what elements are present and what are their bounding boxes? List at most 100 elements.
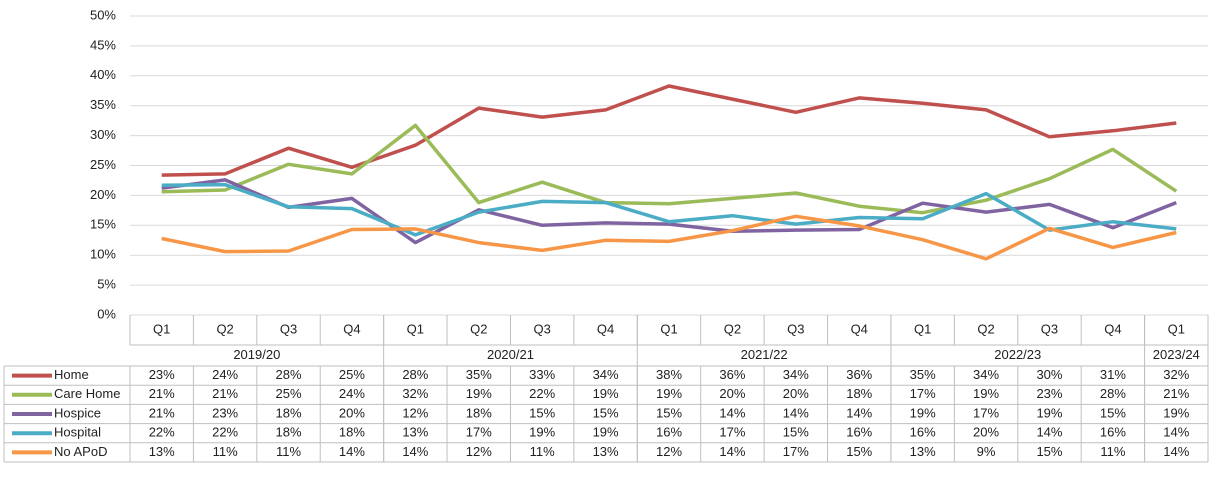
table-value: 35%	[466, 367, 492, 382]
x-tick-label: Q4	[597, 321, 614, 336]
table-value: 18%	[846, 386, 872, 401]
table-value: 17%	[910, 386, 936, 401]
group-label: 2019/20	[233, 347, 280, 362]
table-value: 9%	[977, 444, 996, 459]
table-value: 12%	[402, 405, 428, 420]
table-value: 38%	[656, 367, 682, 382]
y-tick-label: 15%	[90, 217, 116, 232]
table-value: 34%	[973, 367, 999, 382]
x-tick-label: Q4	[851, 321, 868, 336]
table-value: 36%	[719, 367, 745, 382]
table-value: 15%	[656, 405, 682, 420]
table-value: 15%	[846, 444, 872, 459]
table-value: 14%	[719, 405, 745, 420]
x-tick-label: Q1	[914, 321, 931, 336]
y-tick-label: 10%	[90, 247, 116, 262]
table-value: 15%	[1100, 405, 1126, 420]
table-value: 11%	[213, 444, 238, 459]
x-tick-label: Q4	[1104, 321, 1121, 336]
line-series	[161, 123, 1178, 215]
legend-label: Hospice	[54, 405, 101, 420]
table-value: 14%	[1036, 425, 1062, 440]
table-value: 19%	[593, 386, 619, 401]
table-value: 16%	[846, 425, 872, 440]
table-value: 36%	[846, 367, 872, 382]
table-value: 20%	[973, 425, 999, 440]
table-value: 21%	[149, 405, 175, 420]
y-tick-label: 50%	[90, 7, 116, 22]
x-tick-label: Q2	[724, 321, 741, 336]
table-value: 17%	[719, 425, 745, 440]
table-value: 13%	[910, 444, 936, 459]
table-value: 11%	[530, 444, 555, 459]
line-series	[161, 178, 1177, 245]
table-value: 19%	[910, 405, 936, 420]
table-value: 14%	[846, 405, 872, 420]
table-value: 14%	[402, 444, 428, 459]
y-tick-label: 30%	[90, 127, 116, 142]
y-tick-label: 25%	[90, 157, 116, 172]
x-tick-label: Q3	[1041, 321, 1058, 336]
y-tick-label: 35%	[90, 97, 116, 112]
table-value: 13%	[402, 425, 428, 440]
table-value: 14%	[783, 405, 809, 420]
table-value: 15%	[783, 425, 809, 440]
legend-label: No APoD	[54, 444, 107, 459]
table-value: 20%	[719, 386, 745, 401]
table-value: 34%	[783, 367, 809, 382]
group-label: 2020/21	[487, 347, 534, 362]
table-value: 18%	[339, 425, 365, 440]
table-value: 12%	[466, 444, 492, 459]
table-value: 19%	[973, 386, 999, 401]
table-value: 17%	[466, 425, 492, 440]
x-tick-label: Q3	[534, 321, 551, 336]
table-value: 14%	[1163, 425, 1189, 440]
table-value: 17%	[973, 405, 999, 420]
y-tick-label: 0%	[97, 306, 116, 321]
table-value: 19%	[593, 425, 619, 440]
table-value: 12%	[656, 444, 682, 459]
table-value: 32%	[1163, 367, 1189, 382]
x-tick-label: Q2	[470, 321, 487, 336]
table-value: 24%	[339, 386, 365, 401]
table-value: 33%	[529, 367, 555, 382]
x-tick-label: Q1	[407, 321, 424, 336]
line-series	[161, 182, 1177, 237]
x-tick-label: Q3	[280, 321, 297, 336]
y-tick-label: 20%	[90, 187, 116, 202]
table-value: 19%	[1163, 405, 1189, 420]
table-value: 20%	[339, 405, 365, 420]
table-value: 14%	[719, 444, 745, 459]
table-value: 28%	[276, 367, 302, 382]
table-value: 19%	[466, 386, 492, 401]
table-value: 18%	[276, 405, 302, 420]
line-series	[161, 84, 1177, 177]
y-tick-label: 5%	[97, 277, 116, 292]
table-value: 34%	[593, 367, 619, 382]
y-tick-label: 45%	[90, 37, 116, 52]
table-value: 19%	[656, 386, 682, 401]
group-label: 2023/24	[1153, 347, 1200, 362]
x-tick-label: Q1	[1168, 321, 1185, 336]
table-value: 30%	[1036, 367, 1062, 382]
table-value: 23%	[212, 405, 238, 420]
table-value: 21%	[149, 386, 175, 401]
x-tick-label: Q1	[660, 321, 677, 336]
group-label: 2022/23	[994, 347, 1041, 362]
x-tick-label: Q4	[343, 321, 360, 336]
line-series	[161, 214, 1177, 261]
x-tick-label: Q2	[977, 321, 994, 336]
table-value: 16%	[1100, 425, 1126, 440]
table-value: 23%	[1036, 386, 1062, 401]
table-value: 11%	[276, 444, 301, 459]
table-value: 21%	[1163, 386, 1189, 401]
table-value: 28%	[402, 367, 428, 382]
table-value: 25%	[339, 367, 365, 382]
table-value: 22%	[212, 425, 238, 440]
table-value: 19%	[1036, 405, 1062, 420]
x-tick-label: Q3	[787, 321, 804, 336]
table-value: 15%	[529, 405, 555, 420]
table-value: 16%	[910, 425, 936, 440]
legend-label: Care Home	[54, 386, 120, 401]
